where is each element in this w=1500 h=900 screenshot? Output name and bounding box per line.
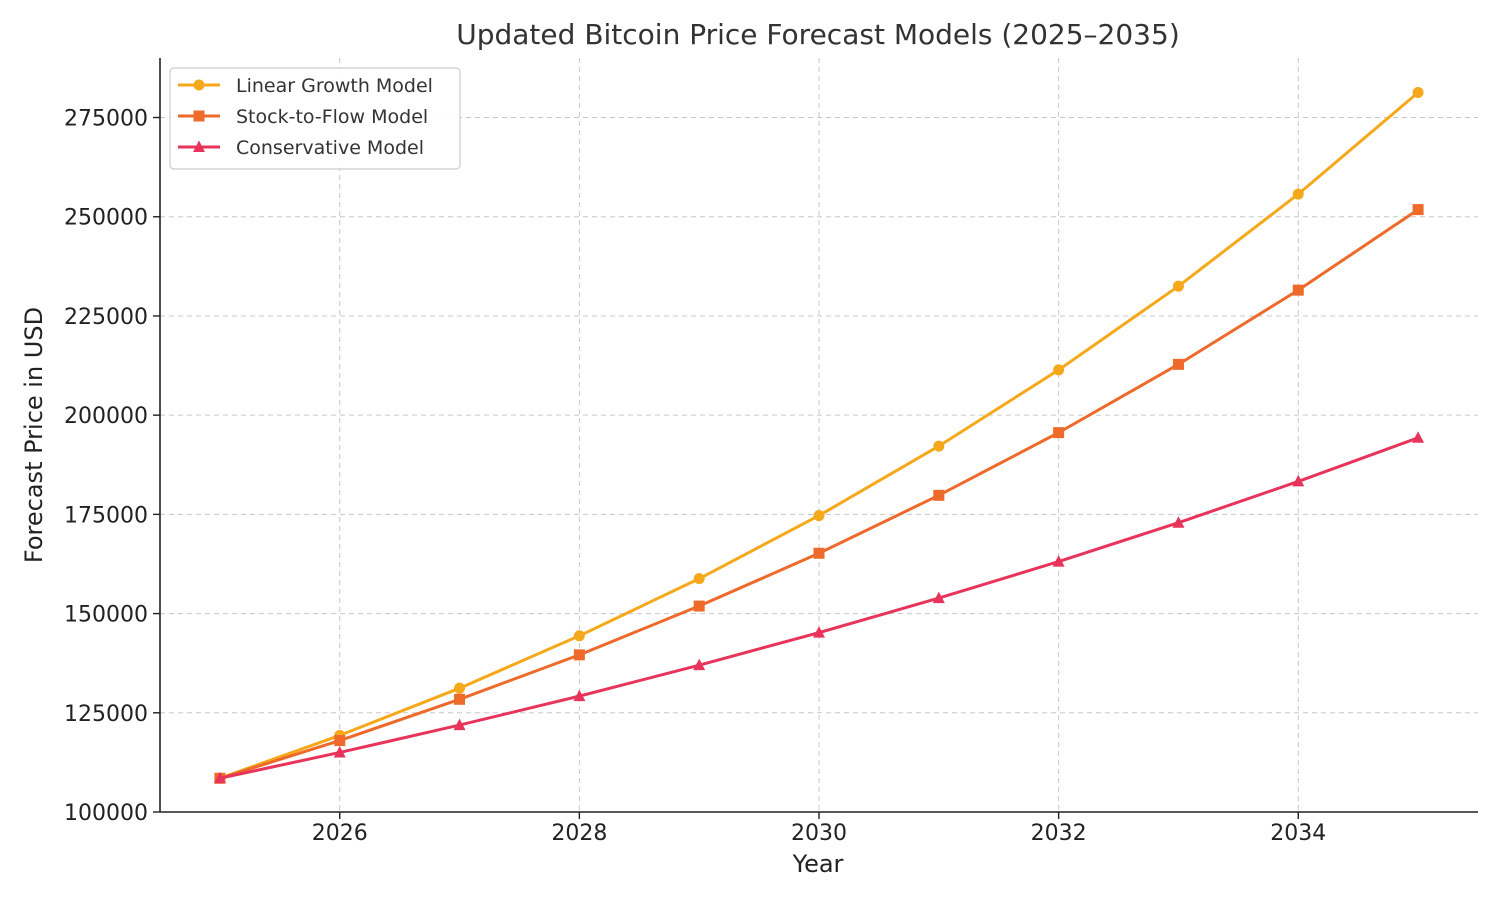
data-point-stock-to-flow-model [693, 600, 705, 612]
data-point-conservative-model [453, 718, 466, 731]
data-point-stock-to-flow-model [334, 735, 346, 747]
series-conservative-model [213, 431, 1425, 784]
grid [160, 58, 1478, 813]
data-point-stock-to-flow-model [454, 693, 466, 705]
data-point-linear-growth-model [1412, 87, 1424, 99]
legend-item-linear-growth-model: Linear Growth Model [178, 75, 433, 97]
legend-item-stock-to-flow-model: Stock-to-Flow Model [178, 106, 428, 128]
data-point-stock-to-flow-model [933, 489, 945, 501]
data-point-conservative-model [213, 771, 226, 784]
data-point-stock-to-flow-model [1172, 358, 1184, 370]
data-point-conservative-model [1412, 431, 1425, 443]
series-group [213, 87, 1425, 784]
data-point-stock-to-flow-model [1292, 284, 1304, 296]
data-point-conservative-model [932, 591, 945, 604]
y-tick-label: 200000 [64, 404, 148, 429]
y-tick-label: 225000 [64, 305, 148, 330]
data-point-stock-to-flow-model [1053, 427, 1065, 439]
y-tick-label: 250000 [64, 206, 148, 231]
data-point-linear-growth-model [1053, 364, 1065, 376]
x-tick-label: 2028 [551, 821, 607, 846]
data-point-stock-to-flow-model [573, 649, 585, 661]
data-point-conservative-model [1292, 474, 1305, 487]
data-point-conservative-model [1052, 555, 1065, 567]
y-axis-ticks: 100000 125000 150000 175000 200000 225000 2500… [64, 107, 160, 826]
y-axis-label: Forecast Price in USD [20, 307, 48, 563]
x-tick-label: 2026 [312, 821, 368, 846]
legend-label: Stock-to-Flow Model [236, 106, 428, 128]
data-point-conservative-model [573, 689, 586, 702]
y-tick-label: 100000 [64, 801, 148, 826]
data-point-stock-to-flow-model [813, 547, 825, 559]
legend-label: Linear Growth Model [236, 75, 433, 97]
data-point-stock-to-flow-model [1412, 204, 1424, 216]
legend-marker [193, 140, 205, 152]
y-tick-label: 175000 [64, 503, 148, 528]
y-tick-label: 125000 [64, 702, 148, 727]
legend-box [169, 67, 461, 170]
y-tick-label: 150000 [64, 603, 148, 628]
data-point-linear-growth-model [454, 682, 466, 694]
x-tick-label: 2030 [791, 821, 847, 846]
legend-item-conservative-model: Conservative Model [178, 137, 424, 159]
y-tick-label: 275000 [64, 107, 148, 132]
data-point-linear-growth-model [813, 510, 825, 522]
legend-marker [193, 79, 205, 91]
data-point-conservative-model [333, 745, 346, 758]
legend-marker [193, 110, 205, 122]
series-stock-to-flow-model [214, 204, 1424, 784]
data-point-linear-growth-model [933, 440, 945, 452]
legend-label: Conservative Model [236, 137, 424, 159]
x-tick-label: 2032 [1031, 821, 1087, 846]
data-point-linear-growth-model [1172, 280, 1184, 292]
chart-title: Updated Bitcoin Price Forecast Models (2… [456, 18, 1180, 51]
data-point-linear-growth-model [573, 630, 585, 642]
legend: Linear Growth Model Stock-to-Flow Model Co… [169, 67, 461, 170]
x-axis-ticks: 2026 2028 2030 2032 2034 [312, 812, 1326, 846]
x-tick-label: 2034 [1270, 821, 1326, 846]
data-point-linear-growth-model [693, 573, 705, 585]
data-point-linear-growth-model [1292, 188, 1304, 200]
data-point-conservative-model [693, 658, 706, 671]
x-axis-label: Year [792, 850, 844, 878]
data-point-conservative-model [1172, 516, 1185, 528]
data-point-conservative-model [813, 626, 825, 638]
